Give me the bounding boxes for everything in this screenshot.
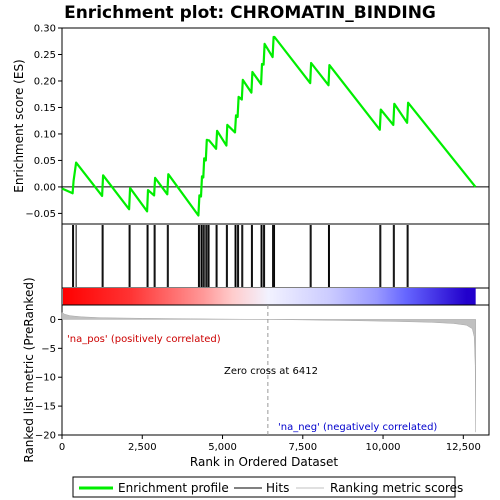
metric-y-tick-label-0: 0 <box>50 315 56 326</box>
rank-color-bar-fill <box>63 288 476 305</box>
es-y-tick-label-4: 0.15 <box>34 103 56 114</box>
metric-y-tick-label-2: −10 <box>35 373 56 384</box>
metric-y-axis-label: Ranked list metric (PreRanked) <box>22 277 36 462</box>
x-tick-label-4: 10,000 <box>366 442 401 453</box>
hit-marks <box>72 225 409 287</box>
legend-item-ranking-metric: Ranking metric scores <box>296 481 463 495</box>
metric-panel: Zero cross at 6412 'na_pos' (positively … <box>22 277 490 463</box>
metric-panel-frame <box>61 304 490 436</box>
legend-box <box>72 476 456 498</box>
es-panel-frame <box>61 27 490 225</box>
zero-cross-label: Zero cross at 6412 <box>224 366 318 377</box>
chart-title: Enrichment plot: CHROMATIN_BINDING <box>64 3 436 23</box>
es-y-tick-label-3: 0.10 <box>34 129 56 140</box>
x-axis: 0 2,500 5,000 7,500 10,000 12,500 <box>59 435 481 453</box>
es-y-tick-label-7: 0.30 <box>34 24 56 35</box>
metric-y-tick-label-1: −5 <box>41 344 56 355</box>
positive-correlation-label: 'na_pos' (positively correlated) <box>67 334 221 345</box>
legend-item-enrichment-profile: Enrichment profile <box>79 481 229 495</box>
es-panel: −0.05 0.00 0.05 0.10 0.15 0.20 0.25 0.30 Enrich… <box>12 24 490 225</box>
es-y-tick-label-5: 0.20 <box>34 76 56 87</box>
es-y-tick-label-2: 0.05 <box>34 156 56 167</box>
es-y-ticks: −0.05 0.00 0.05 0.10 0.15 0.20 0.25 0.30 <box>25 24 62 220</box>
metric-y-tick-label-3: −15 <box>35 402 56 413</box>
legend-label-ranking-metric: Ranking metric scores <box>330 481 463 495</box>
x-tick-label-3: 7,500 <box>288 442 317 453</box>
x-axis-label: Rank in Ordered Dataset <box>190 455 338 469</box>
rank-color-bar <box>61 287 490 306</box>
ranking-metric-area <box>61 312 476 433</box>
metric-y-ticks: 0 −5 −10 −15 −20 <box>35 315 62 442</box>
enrichment-profile-line <box>61 35 477 217</box>
x-tick-label-5: 12,500 <box>446 442 481 453</box>
hits-panel <box>61 223 490 289</box>
x-tick-label-2: 5,000 <box>208 442 237 453</box>
legend-label-enrichment-profile: Enrichment profile <box>118 481 229 495</box>
es-y-tick-label-0: −0.05 <box>25 209 56 220</box>
x-tick-label-0: 0 <box>59 442 65 453</box>
legend-label-hits: Hits <box>266 481 289 495</box>
negative-correlation-label: 'na_neg' (negatively correlated) <box>278 422 437 433</box>
es-y-axis-label: Enrichment score (ES) <box>12 59 26 192</box>
legend-item-hits: Hits <box>234 481 289 495</box>
es-y-tick-label-1: 0.00 <box>34 182 56 193</box>
es-y-tick-label-6: 0.25 <box>34 50 56 61</box>
metric-y-tick-label-4: −20 <box>35 431 56 442</box>
legend: Enrichment profile Hits Ranking metric s… <box>72 476 463 498</box>
hits-panel-frame <box>61 223 490 289</box>
x-tick-label-1: 2,500 <box>128 442 157 453</box>
